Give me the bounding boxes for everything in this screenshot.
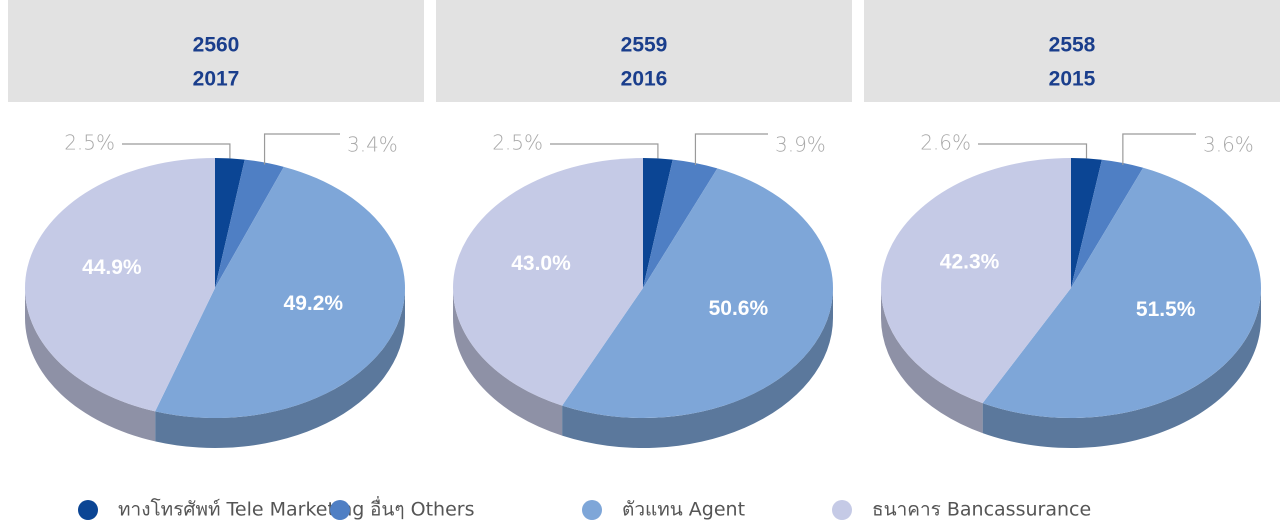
chart-title: 2560 (193, 34, 240, 57)
pie-slice (1071, 158, 1102, 288)
data-label: 3.9% (775, 133, 826, 157)
chart-subtitle: 2017 (193, 68, 240, 91)
pie-slice (1071, 159, 1144, 288)
data-label: 3.4% (347, 133, 398, 157)
header-box (436, 0, 852, 102)
legend-label: ตัวแทน Agent (622, 499, 745, 521)
legend-label: ทางโทรศัพท์ Tele Marketing (118, 498, 364, 521)
leader-line (1122, 133, 1196, 165)
pie-slice (24, 158, 216, 412)
pie-slice (155, 166, 406, 419)
data-label: 50.6% (709, 297, 769, 320)
pie-slice (880, 158, 1071, 404)
pie-side (562, 288, 833, 448)
pie-slice (215, 158, 245, 288)
pie-slice (643, 159, 718, 288)
legend-label: อื่นๆ Others (370, 496, 475, 521)
pie-slice (982, 167, 1261, 418)
pie-slice (215, 159, 284, 288)
pie-side (881, 288, 983, 434)
data-label: 44.9% (82, 256, 142, 279)
legend-swatch (78, 500, 98, 520)
leader-line (122, 143, 231, 159)
legend-label: ธนาคาร Bancassurance (872, 499, 1091, 521)
header-box (864, 0, 1280, 102)
pie-side (982, 288, 1261, 449)
data-label: 2.5% (64, 131, 115, 155)
data-label: 2.6% (920, 131, 971, 155)
pie-slice (643, 158, 673, 288)
chart-subtitle: 2015 (1049, 68, 1096, 91)
leader-line (550, 143, 659, 159)
data-label: 43.0% (511, 252, 571, 275)
pie-side (155, 288, 405, 448)
data-label: 49.2% (284, 292, 344, 315)
chart-title: 2559 (621, 34, 668, 57)
leader-line (694, 133, 768, 166)
pie-side (453, 288, 563, 436)
legend-swatch (582, 500, 602, 520)
pie-side (25, 288, 156, 442)
pie-slice (453, 158, 643, 406)
legend-swatch (330, 500, 350, 520)
data-label: 2.5% (492, 131, 543, 155)
header-box (8, 0, 424, 102)
data-label: 42.3% (940, 250, 1000, 273)
data-label: 51.5% (1136, 298, 1196, 321)
chart-subtitle: 2016 (621, 68, 668, 91)
leader-line (263, 133, 340, 165)
leader-line (978, 143, 1088, 159)
pie-slice (562, 168, 833, 418)
data-label: 3.6% (1203, 133, 1254, 157)
legend-swatch (832, 500, 852, 520)
chart-title: 2558 (1049, 34, 1096, 57)
